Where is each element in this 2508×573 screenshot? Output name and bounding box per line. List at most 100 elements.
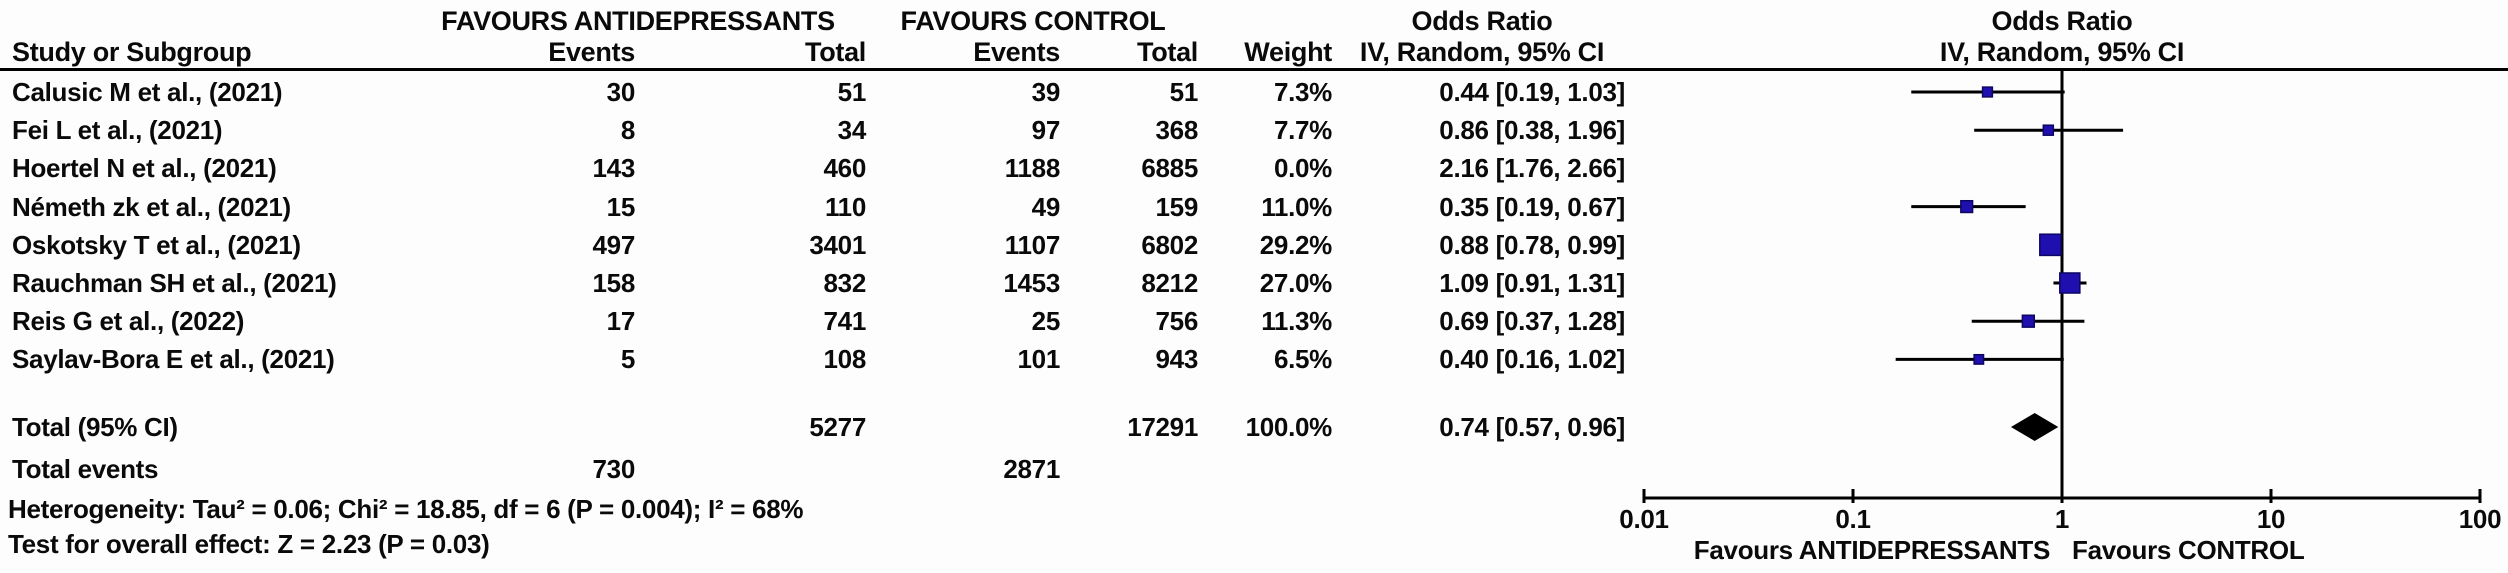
total-row: Total (95% CI) 5277 17291 100.0% 0.74 [0.57,… — [0, 410, 2508, 444]
study-name: Hoertel N et al., (2021) — [12, 153, 277, 184]
weight-value: 29.2% — [1259, 229, 1333, 260]
weight-value: 7.7% — [1273, 115, 1332, 146]
total-control: 159 — [1155, 191, 1199, 222]
weight-value: 7.3% — [1273, 77, 1332, 107]
or-ci-text: 2.16 [1.76, 2.66] — [1439, 153, 1625, 184]
events-antidepressants: 15 — [606, 191, 636, 222]
total-control: 756 — [1155, 306, 1199, 337]
total-antidepressants: 34 — [837, 115, 867, 146]
weight-value: 100.0% — [1245, 412, 1333, 442]
total-control: 51 — [1169, 77, 1199, 107]
study-row: Oskotsky T et al., (2021) 497 3401 1107 6802… — [0, 228, 2508, 262]
or-marker — [2039, 233, 2062, 257]
or-marker — [1960, 199, 1974, 214]
study-row: Calusic M et al., (2021) 30 51 39 51 7.3% 0.44… — [0, 75, 2508, 109]
or-ci-text: 0.86 [0.38, 1.96] — [1439, 115, 1625, 146]
plot-title: Odds Ratio — [1991, 6, 2133, 36]
events-antidepressants: 497 — [592, 229, 636, 260]
or-ci-text: 0.69 [0.37, 1.28] — [1439, 306, 1625, 337]
study-name: Saylav-Bora E et al., (2021) — [12, 344, 335, 375]
weight-value: 11.3% — [1261, 306, 1332, 337]
total-control: 6802 — [1141, 229, 1198, 260]
col-header-total-control: Total — [1137, 37, 1198, 67]
or-marker — [1973, 353, 1985, 365]
axis-label-favours-control: Favours CONTROL — [2072, 535, 2305, 565]
events-control: 97 — [1031, 115, 1061, 146]
weight-value: 6.5% — [1273, 344, 1332, 375]
total-control: 17291 — [1127, 412, 1198, 442]
events-control: 25 — [1031, 306, 1061, 337]
events-control: 101 — [1017, 344, 1061, 375]
events-antidepressants: 17 — [606, 306, 636, 337]
forest-plot-canvas — [1642, 70, 2482, 503]
events-antidepressants: 5 — [620, 344, 635, 375]
total-control: 8212 — [1141, 268, 1198, 298]
total-events-control: 2871 — [1003, 454, 1060, 484]
total-antidepressants: 460 — [823, 153, 867, 184]
total-events-row: Total events 730 2871 — [0, 452, 2508, 486]
group-header-control: FAVOURS CONTROL — [900, 6, 1166, 36]
axis-tick-label: 10 — [2256, 504, 2286, 534]
total-antidepressants: 110 — [824, 191, 866, 222]
events-control: 39 — [1031, 77, 1061, 107]
total-antidepressants: 3401 — [809, 229, 866, 260]
study-row: Reis G et al., (2022) 17 741 25 756 11.3% 0.69… — [0, 304, 2508, 338]
events-control: 49 — [1031, 191, 1061, 222]
group-header-antidepressants: FAVOURS ANTIDEPRESSANTS — [441, 6, 835, 36]
col-header-weight: Weight — [1244, 37, 1332, 67]
total-antidepressants: 5277 — [809, 412, 866, 442]
or-ci-text: 0.44 [0.19, 1.03] — [1439, 77, 1625, 107]
or-ci-text: 0.74 [0.57, 0.96] — [1439, 412, 1625, 442]
header-rule — [0, 68, 2508, 71]
events-antidepressants: 30 — [606, 77, 636, 107]
axis-tick-label: 0.01 — [1619, 504, 1669, 534]
axis-label-favours-antidepressants: Favours ANTIDEPRESSANTS — [1693, 535, 2051, 565]
axis-tick-label: 1 — [2054, 504, 2070, 534]
heterogeneity-note: Heterogeneity: Tau² = 0.06; Chi² = 18.85… — [8, 494, 804, 524]
or-marker — [2059, 272, 2081, 294]
events-control: 1188 — [1004, 153, 1061, 184]
pooled-diamond — [2010, 413, 2059, 441]
or-ci-text: 0.88 [0.78, 0.99] — [1439, 229, 1625, 260]
events-antidepressants: 143 — [592, 153, 636, 184]
or-ci-text: 1.09 [0.91, 1.31] — [1439, 268, 1625, 298]
events-control: 1453 — [1003, 268, 1060, 298]
or-column-subtitle: IV, Random, 95% CI — [1359, 37, 1605, 67]
col-header-events-control: Events — [973, 37, 1060, 67]
overall-effect-note: Test for overall effect: Z = 2.23 (P = 0… — [8, 529, 490, 559]
axis-tick-label: 100 — [2458, 504, 2502, 534]
study-row: Saylav-Bora E et al., (2021) 5 108 101 943 6.… — [0, 342, 2508, 376]
study-row: Fei L et al., (2021) 8 34 97 368 7.7% 0.86 [0.… — [0, 113, 2508, 147]
or-marker — [2021, 314, 2036, 328]
or-ci-text: 0.40 [0.16, 1.02] — [1439, 344, 1625, 375]
study-name: Calusic M et al., (2021) — [12, 77, 283, 107]
total-antidepressants: 741 — [823, 306, 867, 337]
study-row: Hoertel N et al., (2021) 143 460 1188 6885 0.… — [0, 151, 2508, 185]
or-ci-text: 0.35 [0.19, 0.67] — [1439, 191, 1625, 222]
col-header-total-antidepressants: Total — [805, 37, 866, 67]
events-antidepressants: 158 — [592, 268, 636, 298]
study-name: Németh zk et al., (2021) — [12, 191, 291, 222]
weight-value: 0.0% — [1273, 153, 1332, 184]
total-control: 368 — [1155, 115, 1199, 146]
weight-value: 27.0% — [1259, 268, 1333, 298]
total-events-antidepressants: 730 — [592, 454, 636, 484]
total-label: Total (95% CI) — [12, 412, 178, 442]
col-header-study: Study or Subgroup — [12, 37, 252, 67]
or-marker — [1981, 86, 1994, 98]
col-header-events-antidepressants: Events — [548, 37, 635, 67]
weight-value: 11.0% — [1261, 191, 1332, 222]
study-name: Oskotsky T et al., (2021) — [12, 229, 301, 260]
study-row: Rauchman SH et al., (2021) 158 832 1453 8212… — [0, 266, 2508, 300]
axis-tick-label: 0.1 — [1835, 504, 1871, 534]
events-antidepressants: 8 — [620, 115, 635, 146]
total-control: 943 — [1155, 344, 1199, 375]
study-name: Rauchman SH et al., (2021) — [12, 268, 337, 298]
total-antidepressants: 832 — [823, 268, 867, 298]
total-control: 6885 — [1141, 153, 1198, 184]
study-row: Németh zk et al., (2021) 15 110 49 159 11.0% 0… — [0, 190, 2508, 224]
events-control: 1107 — [1004, 229, 1061, 260]
total-antidepressants: 51 — [837, 77, 867, 107]
total-events-label: Total events — [12, 454, 159, 484]
